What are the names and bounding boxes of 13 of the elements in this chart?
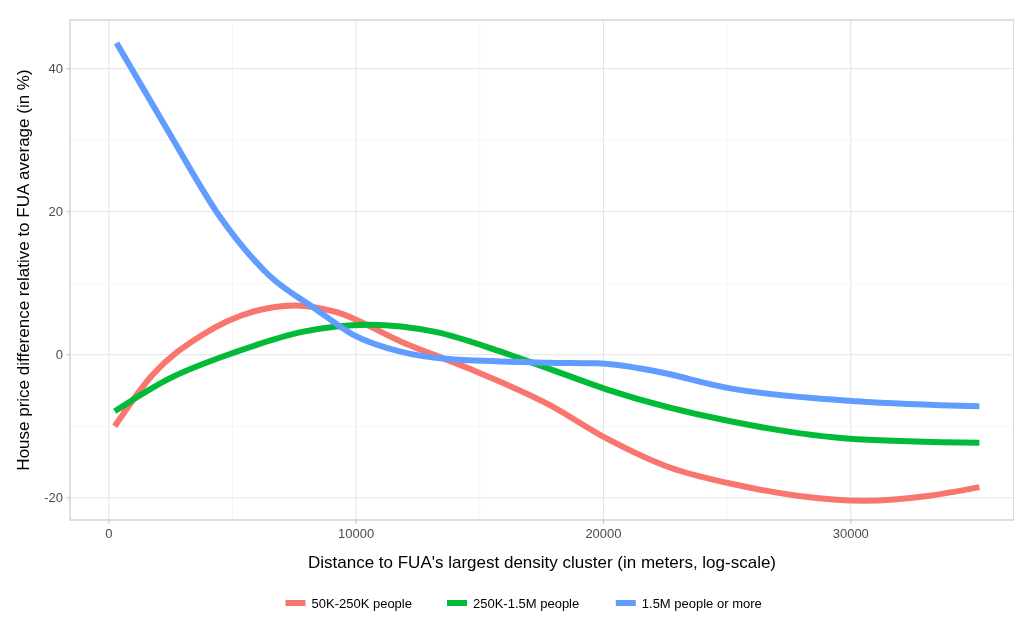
legend-label: 50K-250K people (311, 596, 412, 611)
x-axis-title: Distance to FUA's largest density cluster (in meters, log-scale) (307, 553, 777, 572)
y-tick-label: 40 (48, 61, 63, 77)
legend-label: 250K-1.5M people (473, 596, 580, 611)
y-tick-label: -20 (44, 490, 63, 506)
y-tick-label: 0 (55, 347, 63, 363)
legend-label: 1.5M people or more (641, 596, 762, 611)
y-tick-label: 20 (48, 204, 63, 220)
y-axis-title: House price difference relative to FUA average (in %) (14, 69, 33, 471)
x-tick-label: 30000 (832, 526, 869, 541)
x-tick-label: 0 (105, 526, 113, 541)
x-tick-label: 20000 (585, 526, 622, 541)
x-tick-label: 10000 (338, 526, 375, 541)
